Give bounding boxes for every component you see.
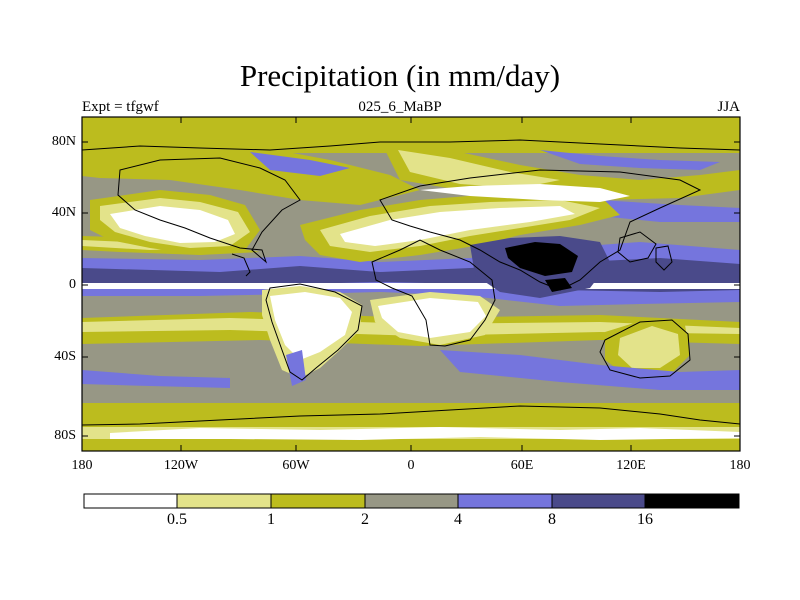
map-title: Precipitation (in mm/day) bbox=[239, 58, 561, 93]
lon-label-180e: 180 bbox=[729, 458, 751, 473]
colorbar-swatch-4 bbox=[457, 493, 553, 509]
lat-label-80s: 80S bbox=[54, 428, 76, 443]
colorbar-swatch-6 bbox=[644, 493, 740, 509]
lat-label-40n: 40N bbox=[51, 205, 76, 220]
time-label: 025_6_MaBP bbox=[358, 99, 442, 115]
colorbar bbox=[83, 493, 740, 509]
lon-label-60w: 60W bbox=[282, 458, 310, 473]
colorbar-label-5: 16 bbox=[637, 511, 653, 528]
season-label: JJA bbox=[717, 99, 740, 115]
coastlines bbox=[82, 139, 740, 426]
lat-label-0: 0 bbox=[69, 277, 76, 292]
colorbar-label-3: 4 bbox=[454, 511, 462, 528]
experiment-label: Expt = tfgwf bbox=[82, 99, 159, 115]
colorbar-swatch-3 bbox=[364, 493, 459, 509]
colorbar-label-0: 0.5 bbox=[167, 511, 187, 528]
axis-ticks bbox=[81, 117, 741, 451]
lat-label-80n: 80N bbox=[51, 134, 76, 149]
lon-label-120e: 120E bbox=[616, 458, 646, 473]
lon-label-120w: 120W bbox=[163, 458, 199, 473]
colorbar-swatch-1 bbox=[176, 493, 272, 509]
colorbar-label-4: 8 bbox=[548, 511, 556, 528]
colorbar-swatch-5 bbox=[551, 493, 646, 509]
contour-field bbox=[82, 117, 740, 451]
lon-label-180w: 180 bbox=[71, 458, 93, 473]
lon-label-0: 0 bbox=[407, 458, 415, 473]
colorbar-swatch-0 bbox=[83, 493, 178, 509]
colorbar-label-1: 1 bbox=[267, 511, 275, 528]
colorbar-swatch-2 bbox=[270, 493, 366, 509]
colorbar-label-2: 2 bbox=[361, 511, 369, 528]
lon-label-60e: 60E bbox=[510, 458, 534, 473]
lat-label-40s: 40S bbox=[54, 349, 76, 364]
